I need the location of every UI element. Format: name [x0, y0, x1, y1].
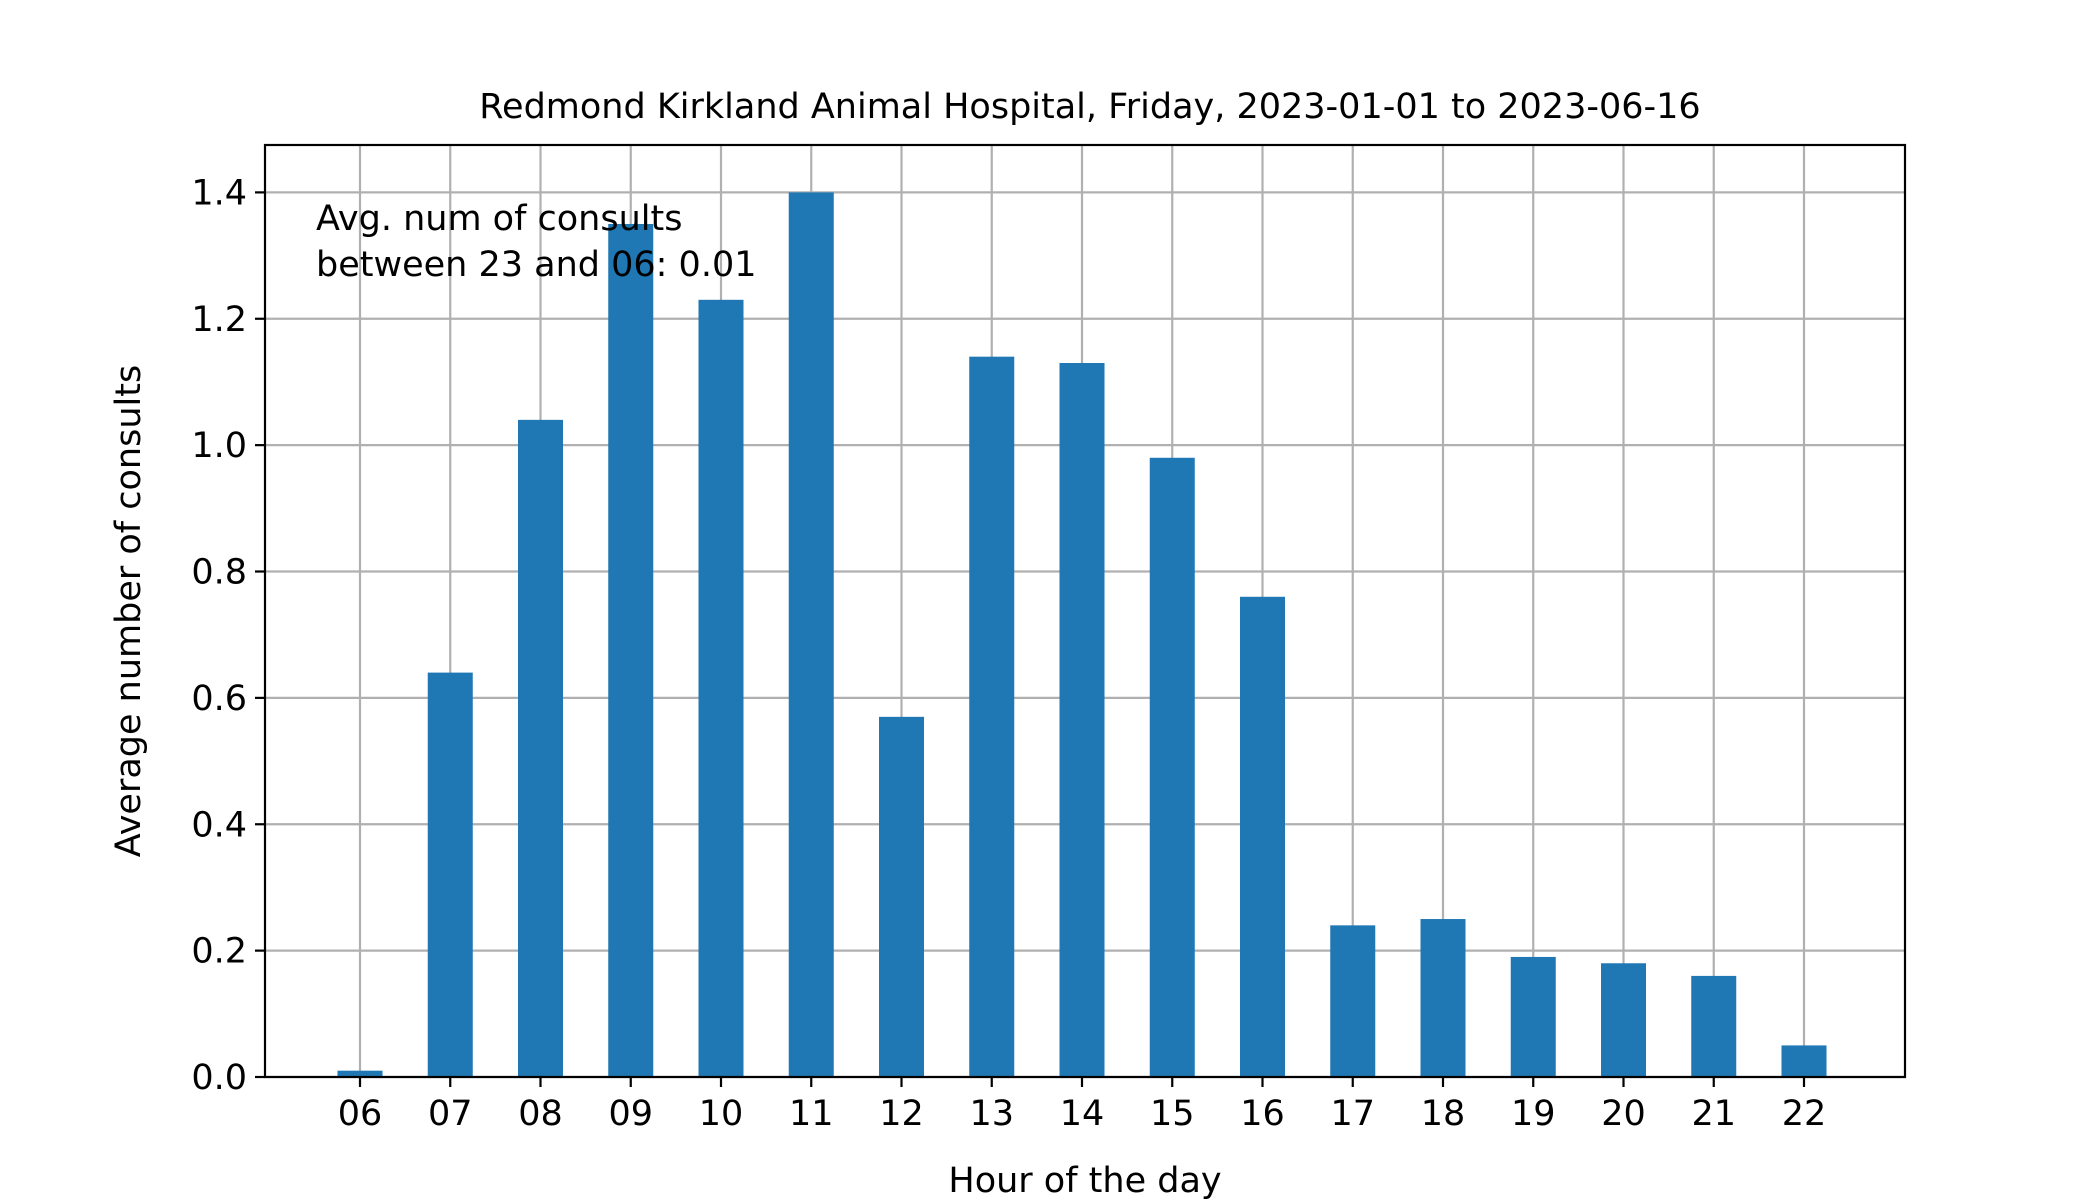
- x-axis-ticks: 06 07 08 09 10 11 12 13 14 15 16 17 18 19 20 21 22: [338, 1077, 1827, 1134]
- bar-17: [1330, 925, 1376, 1077]
- bar-09: [608, 223, 654, 1078]
- bar-22: [1781, 1045, 1827, 1077]
- y-tick-label: 0.0: [191, 1058, 247, 1098]
- bar-14: [1059, 362, 1105, 1077]
- y-tick-label: 1.0: [191, 426, 247, 466]
- x-tick-label-22: 22: [1782, 1094, 1827, 1134]
- bar-11: [788, 192, 834, 1077]
- y-tick-label: 1.2: [191, 300, 247, 340]
- bar-20: [1601, 963, 1646, 1077]
- x-tick-label-19: 19: [1511, 1094, 1556, 1134]
- bars: [337, 192, 1827, 1078]
- x-tick-label-07: 07: [428, 1094, 473, 1134]
- y-axis-ticks: 0.0 0.2 0.4 0.6 0.8 1.0 1.2 1.4: [191, 173, 265, 1098]
- x-tick-label-18: 18: [1421, 1094, 1466, 1134]
- x-tick-label-11: 11: [789, 1094, 834, 1134]
- bar-12: [879, 716, 924, 1077]
- y-tick-label: 0.6: [191, 679, 247, 719]
- plot-frame: [263, 143, 1907, 1079]
- x-tick-label-17: 17: [1330, 1094, 1375, 1134]
- y-tick-label: 1.4: [191, 173, 247, 213]
- bar-19: [1510, 956, 1556, 1077]
- bar-07: [427, 672, 473, 1077]
- x-tick-label-16: 16: [1240, 1094, 1285, 1134]
- y-tick-label: 0.4: [191, 805, 247, 845]
- x-axis-label: Hour of the day: [948, 1161, 1221, 1200]
- y-tick-label: 0.2: [191, 932, 247, 972]
- annotation-line-2: between 23 and 06: 0.01: [316, 245, 757, 285]
- y-axis-label: Average number of consults: [109, 365, 149, 857]
- x-tick-label-09: 09: [608, 1094, 653, 1134]
- x-tick-label-10: 10: [699, 1094, 744, 1134]
- y-tick-label: 0.8: [191, 553, 247, 593]
- bar-21: [1691, 975, 1737, 1077]
- bar-16: [1240, 596, 1285, 1077]
- x-tick-label-15: 15: [1150, 1094, 1195, 1134]
- bar-08: [518, 419, 563, 1077]
- x-tick-label-08: 08: [518, 1094, 563, 1134]
- x-tick-label-13: 13: [969, 1094, 1014, 1134]
- bar-13: [969, 356, 1015, 1078]
- bar-15: [1149, 457, 1195, 1077]
- chart-title: Redmond Kirkland Animal Hospital, Friday…: [479, 87, 1700, 127]
- bar-10: [698, 299, 744, 1078]
- x-tick-label-14: 14: [1060, 1094, 1105, 1134]
- x-tick-label-21: 21: [1691, 1094, 1736, 1134]
- x-tick-label-20: 20: [1601, 1094, 1646, 1134]
- annotation-line-1: Avg. num of consults: [316, 199, 682, 239]
- bar-06: [337, 1070, 383, 1077]
- bar-18: [1420, 919, 1466, 1077]
- x-tick-label-12: 12: [879, 1094, 924, 1134]
- x-tick-label-06: 06: [338, 1094, 383, 1134]
